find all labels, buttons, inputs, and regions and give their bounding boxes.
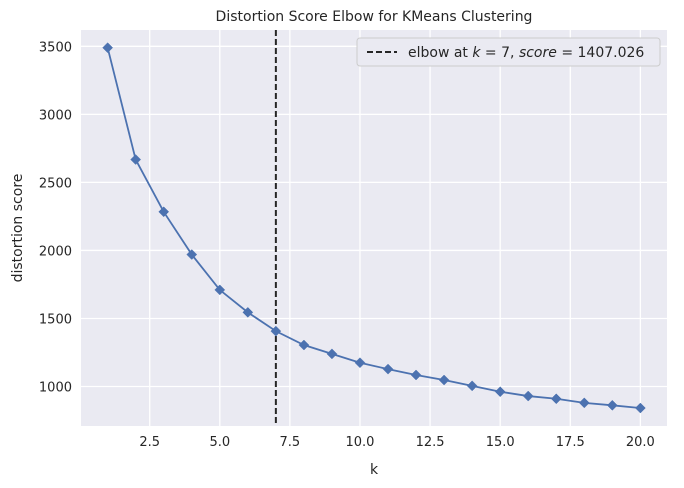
data-point — [606, 399, 618, 411]
y-tick-label: 2500 — [39, 176, 72, 191]
y-tick-label: 3000 — [39, 108, 72, 123]
data-point — [102, 42, 113, 54]
y-axis-label: distortion score — [10, 174, 26, 283]
data-point — [410, 369, 422, 381]
legend-k-symbol: k — [472, 45, 481, 61]
data-point — [214, 284, 226, 296]
y-tick-label: 1500 — [39, 312, 72, 327]
x-tick-label: 7.5 — [280, 435, 301, 450]
x-axis-label: k — [370, 462, 379, 478]
legend-score-symbol: score — [519, 45, 557, 61]
data-point — [270, 325, 282, 337]
x-tick-label: 12.5 — [416, 435, 445, 450]
data-point — [438, 374, 450, 386]
data-point — [550, 393, 562, 405]
legend: elbow at k = 7, score = 1407.026 — [356, 37, 661, 67]
data-point — [130, 154, 142, 165]
legend-box — [356, 37, 661, 67]
data-point — [354, 357, 366, 369]
series-layer — [102, 42, 646, 414]
y-tick-label: 2000 — [39, 244, 72, 259]
data-point — [466, 380, 478, 392]
data-point — [494, 386, 506, 398]
legend-prefix: elbow at — [408, 45, 472, 61]
data-point — [522, 390, 534, 402]
data-point — [635, 402, 646, 414]
legend-score-text: = 1407.026 — [557, 45, 645, 61]
data-point — [298, 339, 310, 351]
x-tick-label: 20.0 — [626, 435, 655, 450]
data-point — [326, 348, 338, 360]
legend-k-text: = 7, — [480, 45, 518, 61]
tick-labels: 2.5 5.0 7.5 10.0 12.5 15.0 17.5 20.0 1000 1500 200… — [39, 40, 655, 450]
y-tick-label: 1000 — [39, 381, 72, 396]
x-tick-label: 5.0 — [209, 435, 230, 450]
data-point — [242, 307, 254, 318]
chart-title: Distortion Score Elbow for KMeans Cluste… — [216, 9, 533, 25]
data-point — [578, 397, 590, 409]
y-tick-label: 3500 — [39, 40, 72, 55]
x-tick-label: 2.5 — [139, 435, 160, 450]
data-point — [186, 249, 198, 260]
data-point — [382, 363, 394, 375]
x-tick-label: 15.0 — [486, 435, 515, 450]
x-tick-label: 10.0 — [346, 435, 375, 450]
legend-label: elbow at k = 7, score = 1407.026 — [408, 45, 644, 61]
plot-background — [81, 30, 667, 426]
x-tick-label: 17.5 — [556, 435, 585, 450]
data-point — [158, 206, 170, 218]
